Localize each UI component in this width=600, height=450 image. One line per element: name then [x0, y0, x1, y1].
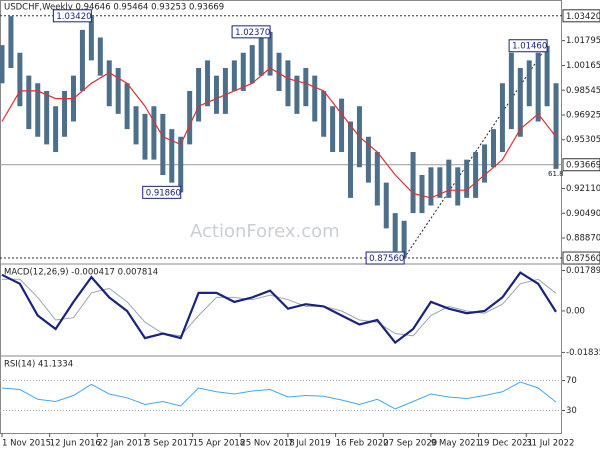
x-tick-label: 12 Jun 2016 — [50, 439, 101, 449]
macd-line — [1, 271, 557, 345]
y-tick-label: 0.92110 — [566, 184, 600, 194]
y-tick-label: 0.00 — [566, 306, 585, 316]
axis-label-box — [562, 9, 600, 23]
x-tick-label: 9 May 2021 — [431, 439, 481, 449]
y-tick-label: 0.90490 — [566, 209, 600, 219]
price-label-box — [365, 251, 405, 265]
frame — [0, 0, 562, 434]
last-price-label: 0.93669 — [566, 161, 600, 171]
x-tick-label: 3 Sep 2017 — [145, 439, 193, 449]
moving-average — [1, 67, 557, 199]
y-tick-label: 30 — [566, 406, 577, 416]
axis-label: 1.03420 — [566, 12, 600, 22]
y-tick-label: 0.88870 — [566, 234, 600, 244]
macd-line — [2, 278, 557, 337]
trend-line — [403, 45, 548, 259]
chart-title: USDCHF,Weekly 0.94646 0.95464 0.93253 0.… — [4, 3, 224, 13]
price-label: 1.01460 — [512, 42, 547, 52]
macd-title: MACD(12,26,9) -0.000417 0.007814 — [4, 268, 158, 278]
price-label-box — [508, 39, 548, 53]
price-label-box — [52, 9, 92, 23]
x-tick-label: 31 Jul 2022 — [526, 439, 574, 449]
rsi-line — [1, 381, 557, 410]
x-tick-label: 15 Apr 2018 — [193, 439, 246, 449]
price-label-box — [142, 185, 182, 199]
price-label: 0.87560 — [369, 254, 404, 264]
rsi-title: RSI(14) 41.1334 — [4, 360, 73, 370]
watermark: ActionForex.com — [190, 221, 340, 242]
price-label-box — [231, 25, 271, 39]
y-tick-label: 1.00165 — [566, 61, 600, 71]
axis-label-box — [562, 251, 600, 265]
price-label: 1.03420 — [56, 12, 91, 22]
axis-label: 0.87560 — [566, 254, 600, 264]
last-price-box — [562, 158, 600, 172]
x-tick-label: 27 Sep 2020 — [383, 439, 437, 449]
y-tick-label: 70 — [566, 376, 577, 386]
x-tick-label: 19 Dec 2021 — [479, 439, 533, 449]
y-tick-label: -0.018354 — [566, 348, 600, 358]
y-tick-label: 0.95305 — [566, 135, 600, 145]
x-tick-label: 25 Nov 2018 — [240, 439, 294, 449]
x-tick-label: 16 Feb 2020 — [336, 439, 389, 449]
price-label: 1.02370 — [235, 28, 270, 38]
y-tick-label: 1.01795 — [566, 36, 600, 46]
x-tick-label: 1 Nov 2015 — [2, 439, 51, 449]
price-label: 0.91860 — [146, 188, 181, 198]
y-tick-label: 0.96925 — [566, 111, 600, 121]
y-tick-label: 0.017898 — [566, 266, 600, 276]
y-tick-label: 0.98545 — [566, 86, 600, 96]
x-tick-label: 7 Jul 2019 — [288, 439, 331, 449]
fib-label: 61.8 — [548, 170, 564, 178]
x-tick-label: 22 Jan 2017 — [97, 439, 148, 449]
